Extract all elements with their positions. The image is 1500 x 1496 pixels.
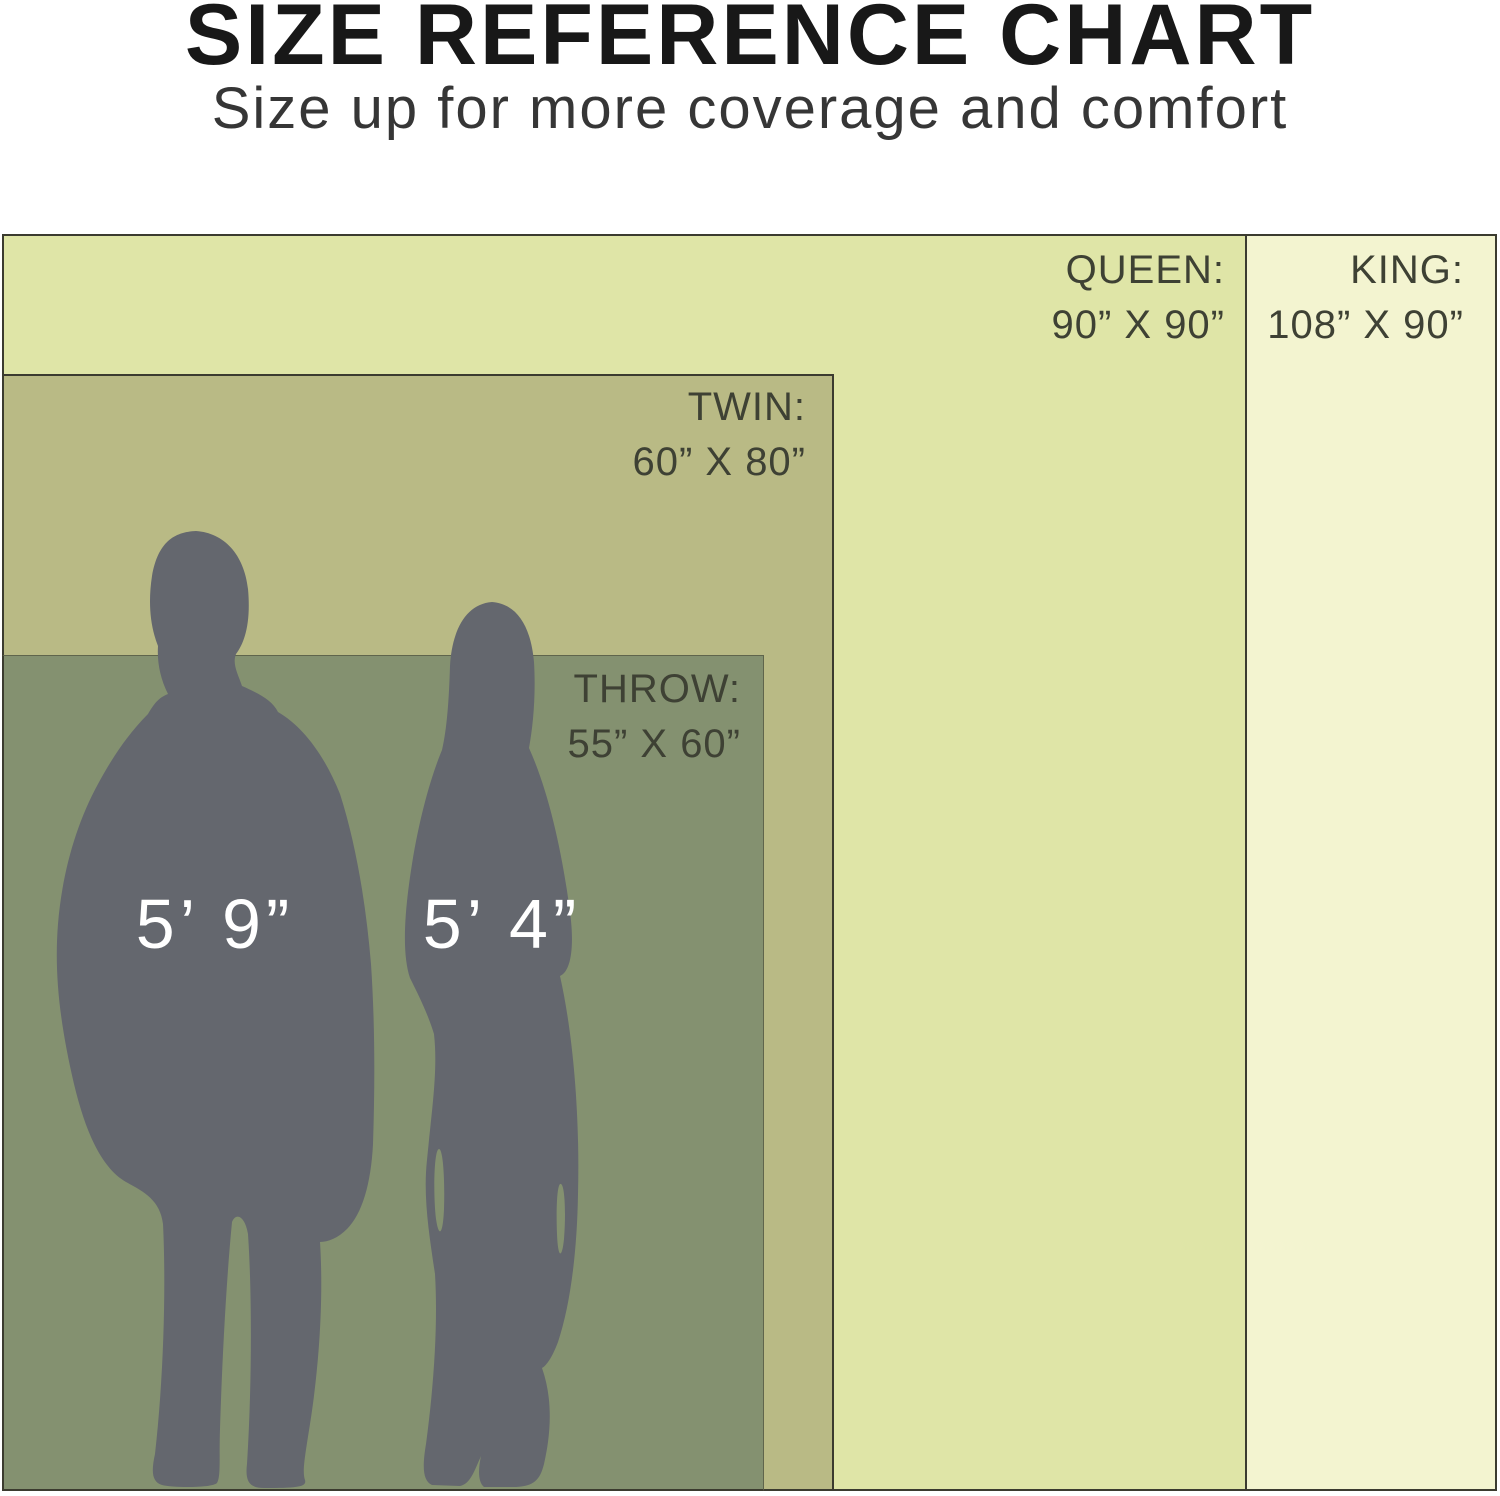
- king-label-size: 108” X 90”: [1267, 303, 1464, 347]
- scale-figures: [56, 531, 579, 1488]
- twin-label-name: TWIN:: [687, 385, 806, 429]
- king-label-name: KING:: [1350, 248, 1464, 292]
- man-silhouette: [56, 531, 375, 1488]
- throw-label: THROW: 55” X 60”: [567, 669, 741, 764]
- twin-label-size: 60” X 80”: [632, 440, 806, 484]
- page-subtitle: Size up for more coverage and comfort: [211, 76, 1289, 141]
- man-height-label: 5’ 9”: [135, 885, 295, 963]
- woman-height-label: 5’ 4”: [422, 885, 582, 963]
- throw-label-name: THROW:: [573, 667, 741, 711]
- queen-label-name: QUEEN:: [1065, 248, 1225, 292]
- woman-silhouette: [404, 602, 579, 1487]
- queen-label: QUEEN: 90” X 90”: [1051, 250, 1225, 345]
- twin-label: TWIN: 60” X 80”: [632, 387, 806, 482]
- queen-label-size: 90” X 90”: [1051, 303, 1225, 347]
- king-label: KING: 108” X 90”: [1267, 250, 1464, 345]
- throw-label-size: 55” X 60”: [567, 722, 741, 766]
- size-chart: QUEEN: 90” X 90” KING: 108” X 90” TWIN: …: [2, 234, 1497, 1491]
- page-title: SIZE REFERENCE CHART: [184, 0, 1316, 83]
